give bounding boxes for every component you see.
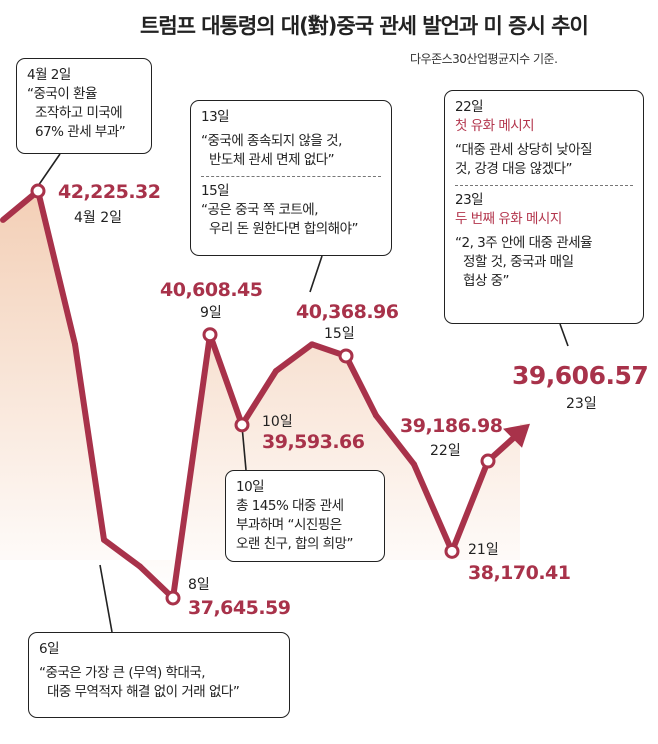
callout-quote-line: 우리 돈 원한다면 합의해야” [209, 221, 359, 237]
callout-quote-line: “대중 관세 상당히 낮아질 [455, 142, 593, 158]
data-value-label: 38,170.41 [468, 562, 570, 584]
data-date-label: 10일 [262, 414, 293, 430]
chart-source-note: 다우존스30산업평균지수 기준. [410, 52, 558, 66]
callout-quote-line: 협상 중” [463, 273, 510, 289]
data-value-label: 40,368.96 [296, 301, 399, 323]
callout-quote-line: “중국이 환율 [27, 86, 97, 102]
callout-quote-line: 반도체 관세 면제 없다” [209, 152, 335, 168]
callout-date: 4월 2일 [27, 67, 71, 83]
series-line-segment [101, 536, 143, 570]
series-line-segment [239, 367, 279, 428]
callout-quote-line: 정할 것, 중국과 매일 [463, 254, 574, 270]
callout-quote-line: “중국에 종속되지 않을 것, [201, 133, 342, 149]
callout-headline: 첫 유화 메시지 [455, 118, 535, 134]
series-line-segment [170, 331, 213, 601]
callout-text-line: 총 145% 대중 관세 [236, 498, 344, 514]
data-date-label: 22일 [430, 443, 461, 459]
data-value-label: 39,606.57 [512, 361, 648, 390]
callout-apr10: 10일 총 145% 대중 관세 부과하며 “시진핑은 오랜 친구, 합의 희망… [225, 470, 385, 562]
data-point-marker [30, 183, 46, 199]
callout-quote-line: 67% 관세 부과” [35, 124, 126, 140]
series-line-segment [72, 341, 107, 543]
callout-pointer [37, 153, 61, 187]
chart-title: 트럼프 대통령의 대(對)중국 관세 발언과 미 증시 추이 [140, 14, 589, 38]
callout-date: 22일 [455, 99, 484, 115]
series-line-segment [373, 412, 417, 468]
data-date-label: 4월 2일 [74, 210, 122, 226]
callout-divider [455, 185, 633, 186]
callout-date: 13일 [201, 109, 230, 125]
callout-pointer [99, 564, 113, 633]
callout-quote-line: “2, 3주 안에 대중 관세율 [455, 235, 593, 251]
data-point-marker [234, 417, 250, 433]
data-value-label: 42,225.32 [58, 181, 160, 203]
callout-date: 15일 [201, 183, 230, 199]
series-line-segment [35, 188, 78, 348]
series-line-segment [137, 563, 176, 601]
callout-quote-line: 대중 무역적자 해결 없이 거래 없다” [47, 684, 240, 700]
data-date-label: 8일 [188, 577, 210, 593]
callout-date: 23일 [455, 192, 484, 208]
callout-quote-line: 것, 강경 대응 않겠다” [455, 161, 573, 177]
data-date-label: 23일 [566, 396, 597, 412]
callout-date: 6일 [39, 641, 60, 657]
data-date-label: 9일 [200, 305, 222, 321]
series-line-segment [207, 331, 245, 428]
callout-date: 10일 [236, 479, 265, 495]
data-date-label: 21일 [468, 542, 499, 558]
callout-apr22-23: 22일 첫 유화 메시지 “대중 관세 상당히 낮아질 것, 강경 대응 않겠다… [444, 90, 644, 324]
callout-text-line: 부과하며 “시진핑은 [236, 517, 342, 533]
series-line-segment [0, 188, 41, 223]
area-fill [0, 191, 530, 598]
callout-text-line: 오랜 친구, 합의 희망” [236, 536, 354, 552]
data-value-label: 37,645.59 [188, 597, 290, 619]
series-line-segment [343, 352, 379, 419]
callout-quote-line: “공은 중국 쪽 코트에, [201, 202, 319, 218]
callout-pointer [241, 425, 247, 471]
callout-apr2: 4월 2일 “중국이 환율 조작하고 미국에 67% 관세 부과” [16, 58, 152, 154]
data-point-marker [444, 543, 460, 559]
data-point-marker [202, 327, 218, 343]
data-value-label: 39,593.66 [262, 431, 365, 453]
series-arrowhead [503, 423, 530, 448]
series-line-segment [449, 458, 491, 555]
data-value-label: 40,608.45 [160, 279, 262, 301]
callout-quote-line: “중국은 가장 큰 (무역) 학대국, [39, 665, 206, 681]
callout-pointer [309, 255, 323, 293]
data-date-label: 15일 [324, 326, 355, 342]
callout-apr6: 6일 “중국은 가장 큰 (무역) 학대국, 대중 무역적자 해결 없이 거래 … [28, 632, 290, 718]
callout-apr13-15: 13일 “중국에 종속되지 않을 것, 반도체 관세 면제 없다” 15일 “공… [190, 100, 392, 256]
data-point-marker [165, 590, 181, 606]
data-point-marker [480, 453, 496, 469]
series-line-segment [411, 461, 455, 555]
callout-quote-line: 조작하고 미국에 [35, 105, 123, 121]
data-point-marker [338, 348, 354, 364]
series-line-segment [273, 341, 315, 374]
callout-pointer [559, 323, 569, 347]
callout-headline: 두 번째 유화 메시지 [455, 211, 562, 227]
data-value-label: 39,186.98 [400, 415, 503, 437]
callout-divider [201, 176, 381, 177]
